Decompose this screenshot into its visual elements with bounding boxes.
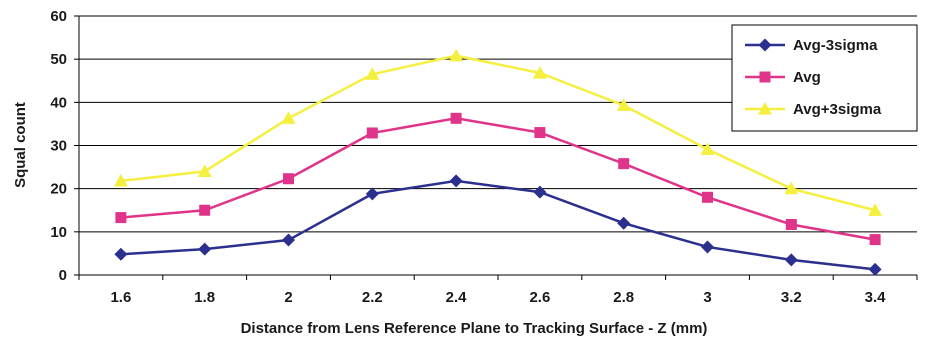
legend-item: Avg+3sigma xyxy=(745,101,882,118)
y-tick-label: 40 xyxy=(50,94,67,111)
axes xyxy=(74,15,918,280)
series-avg-3sigma xyxy=(114,174,882,276)
legend-label: Avg+3sigma xyxy=(793,101,882,118)
series-line xyxy=(120,54,876,212)
data-point xyxy=(199,204,211,216)
y-tick-label: 20 xyxy=(50,181,67,198)
data-point xyxy=(702,191,713,203)
data-point xyxy=(532,65,547,79)
y-axis-title: Squal count xyxy=(12,102,29,188)
data-point xyxy=(869,234,881,246)
y-tick-label: 30 xyxy=(50,138,67,155)
series-avg xyxy=(115,112,881,246)
x-tick-label: 3.2 xyxy=(781,289,802,306)
legend-swatch-marker xyxy=(758,102,772,115)
data-point xyxy=(113,173,128,187)
series-avg-3sigma xyxy=(113,48,883,216)
data-point xyxy=(115,212,127,224)
data-point xyxy=(197,164,212,177)
x-tick-label: 2 xyxy=(284,289,292,306)
legend-swatch-marker xyxy=(759,71,771,83)
x-tick-label: 3.4 xyxy=(865,289,887,306)
tick-labels: 0 10 20 30 40 50 60 1.6 1.8 2 2.2 2.4 2.6 2.8 3 3.2 3.4 xyxy=(50,8,886,306)
data-point xyxy=(700,142,715,155)
x-tick-label: 2.8 xyxy=(613,289,634,306)
data-point xyxy=(281,111,296,124)
legend-label: Avg-3sigma xyxy=(793,37,878,54)
data-point xyxy=(784,253,798,267)
data-point xyxy=(283,173,294,185)
data-point xyxy=(533,185,547,199)
grid xyxy=(79,15,917,276)
series-line xyxy=(120,117,876,241)
data-point xyxy=(450,112,462,124)
legend: Avg-3sigma Avg Avg+3sigma xyxy=(731,24,918,132)
x-tick-label: 2.4 xyxy=(446,289,468,306)
x-tick-label: 3 xyxy=(703,289,711,306)
data-point xyxy=(868,262,882,276)
data-point xyxy=(616,98,631,111)
x-tick-label: 1.6 xyxy=(110,289,131,306)
x-tick-label: 2.2 xyxy=(362,289,383,306)
x-axis-title: Distance from Lens Reference Plane to Tr… xyxy=(241,320,708,337)
legend-item: Avg xyxy=(745,69,821,86)
data-point xyxy=(868,203,883,216)
data-point xyxy=(785,218,797,230)
series-line xyxy=(120,179,876,271)
data-point xyxy=(617,216,631,230)
data-point xyxy=(618,158,630,170)
data-point xyxy=(449,174,463,188)
legend-swatch-marker xyxy=(758,38,772,52)
data-point xyxy=(282,233,295,247)
data-point xyxy=(365,67,380,80)
data-point xyxy=(534,127,546,139)
data-point xyxy=(366,127,378,139)
x-tick-label: 2.6 xyxy=(529,289,550,306)
data-point xyxy=(449,48,464,62)
data-point xyxy=(784,181,799,195)
y-tick-label: 50 xyxy=(50,51,67,68)
x-tick-label: 1.8 xyxy=(194,289,215,306)
data-point xyxy=(701,240,714,254)
y-tick-label: 0 xyxy=(59,267,67,284)
y-tick-label: 60 xyxy=(50,8,67,25)
data-point xyxy=(198,242,212,256)
series-lines xyxy=(113,48,883,276)
y-tick-label: 10 xyxy=(50,224,67,241)
legend-item: Avg-3sigma xyxy=(745,37,878,54)
data-point xyxy=(365,187,379,201)
data-point xyxy=(114,247,128,261)
legend-label: Avg xyxy=(793,69,821,86)
